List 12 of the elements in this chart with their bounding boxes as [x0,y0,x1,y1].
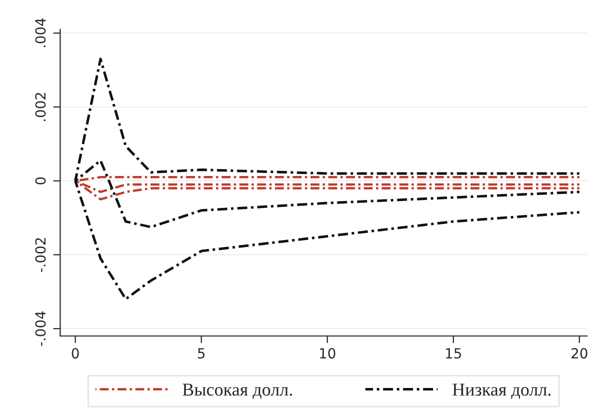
y-tick-label: .004 [35,18,46,48]
y-tick-label: -.004 [35,311,46,346]
x-tick-label: 15 [446,348,461,359]
x-tick-label: 10 [320,348,336,359]
y-tick-label: -.002 [35,238,46,272]
legend-label: Высокая долл. [182,384,292,400]
y-tick-label: .002 [35,92,46,121]
x-tick-label: 0 [72,348,79,359]
x-tick-label: 5 [198,348,205,359]
y-tick-label: 0 [35,177,46,184]
x-tick-label: 20 [572,348,588,359]
legend-label: Низкая долл. [452,384,551,400]
